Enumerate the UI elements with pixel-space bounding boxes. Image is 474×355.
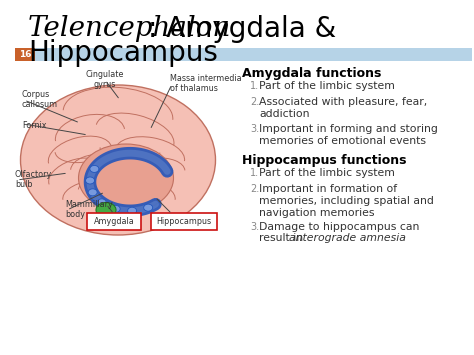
FancyBboxPatch shape — [151, 213, 217, 230]
Text: Part of the limbic system: Part of the limbic system — [259, 81, 395, 91]
Text: 2.: 2. — [250, 97, 259, 107]
Text: Associated with pleasure, fear,
addiction: Associated with pleasure, fear, addictio… — [259, 97, 427, 119]
FancyBboxPatch shape — [87, 213, 141, 230]
Ellipse shape — [88, 189, 97, 196]
Text: result in: result in — [259, 233, 307, 243]
Ellipse shape — [96, 202, 116, 218]
Text: Mammillary
body: Mammillary body — [65, 200, 113, 219]
Ellipse shape — [144, 204, 153, 211]
Ellipse shape — [20, 85, 216, 235]
Text: 1.: 1. — [250, 168, 259, 178]
FancyBboxPatch shape — [35, 48, 472, 61]
Ellipse shape — [79, 144, 173, 212]
Ellipse shape — [128, 207, 137, 214]
Text: anterograde amnesia: anterograde amnesia — [289, 233, 406, 243]
Text: 2.: 2. — [250, 184, 259, 194]
Ellipse shape — [111, 206, 120, 212]
Text: Important in forming and storing
memories of emotional events: Important in forming and storing memorie… — [259, 124, 438, 146]
Text: 3.: 3. — [250, 222, 259, 232]
Ellipse shape — [97, 199, 106, 206]
Text: Massa intermedia
of thalamus: Massa intermedia of thalamus — [170, 74, 242, 93]
Text: Corpus
callosum: Corpus callosum — [22, 90, 58, 109]
Text: 1.: 1. — [250, 81, 259, 91]
Text: : Amygdala &: : Amygdala & — [148, 15, 336, 43]
Text: Amygdala: Amygdala — [94, 217, 134, 226]
Text: Amygdala functions: Amygdala functions — [242, 67, 382, 80]
Text: Hippocampus functions: Hippocampus functions — [242, 154, 407, 167]
Text: Part of the limbic system: Part of the limbic system — [259, 168, 395, 178]
Ellipse shape — [85, 177, 94, 184]
FancyBboxPatch shape — [15, 48, 35, 61]
Text: Olfactory
bulb: Olfactory bulb — [15, 170, 52, 190]
Text: Hippocampus: Hippocampus — [28, 39, 218, 67]
Text: Important in formation of
memories, including spatial and
navigation memories: Important in formation of memories, incl… — [259, 184, 434, 218]
Text: Fornix: Fornix — [22, 121, 46, 130]
Text: 16: 16 — [19, 50, 31, 59]
Text: Cingulate
gyrus: Cingulate gyrus — [86, 70, 124, 89]
Ellipse shape — [90, 165, 99, 173]
Text: 3.: 3. — [250, 124, 259, 134]
Text: Hippocampus: Hippocampus — [156, 217, 211, 226]
Text: Damage to hippocampus can: Damage to hippocampus can — [259, 222, 419, 232]
Text: Telencephalon: Telencephalon — [28, 15, 231, 42]
